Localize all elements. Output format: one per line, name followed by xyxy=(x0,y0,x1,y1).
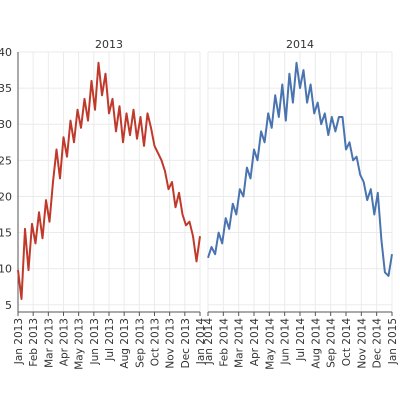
x-tick-label: Feb 2013 xyxy=(28,318,40,367)
x-tick-label: Aug 2013 xyxy=(119,318,131,369)
y-tick-label: 5 xyxy=(5,299,12,312)
panel-title: 2013 xyxy=(95,38,123,51)
y-tick-label: 35 xyxy=(0,82,12,95)
panel-title: 2014 xyxy=(286,38,314,51)
y-tick-label: 30 xyxy=(0,118,12,131)
y-tick-label: 15 xyxy=(0,227,12,240)
series-line xyxy=(207,61,393,277)
x-tick-label: Sep 2013 xyxy=(134,318,146,368)
x-tick-label: May 2014 xyxy=(264,318,276,370)
x-tick-label: Jul 2014 xyxy=(295,318,307,362)
x-tick-label: Mar 2014 xyxy=(234,318,246,368)
x-tick-label: Oct 2013 xyxy=(150,318,162,366)
x-tick-label: Mar 2013 xyxy=(43,318,55,368)
x-tick-label: Jan 2014 xyxy=(195,318,207,366)
x-tick-label: Jun 2014 xyxy=(280,318,292,366)
x-tick-label: Jan 2013 xyxy=(13,318,25,365)
y-axis: 5 10 15 20 25 30 35 40 xyxy=(0,46,19,312)
x-tick-label: Dec 2013 xyxy=(180,318,192,368)
x-tick-label: Nov 2014 xyxy=(356,318,368,369)
x-axis: Jan 2014 Feb 2014 Mar 2014 Apr 2014 May 2014… xyxy=(203,311,399,370)
x-tick-label: Nov 2013 xyxy=(165,318,177,369)
y-tick-label: 10 xyxy=(0,263,12,276)
x-tick-label: Aug 2014 xyxy=(310,318,322,369)
x-tick-label: Jun 2013 xyxy=(89,318,101,365)
y-tick-label: 25 xyxy=(0,154,12,167)
x-tick-label: Feb 2014 xyxy=(218,318,230,367)
x-tick-label: Apr 2013 xyxy=(59,318,71,366)
y-tick-label: 20 xyxy=(0,190,12,203)
x-tick-label: Jul 2013 xyxy=(104,318,116,362)
y-tick-label: 40 xyxy=(0,46,12,59)
series-line xyxy=(17,61,201,300)
x-tick-label: Apr 2014 xyxy=(249,318,261,367)
panel-2014: 2014 Jan 2014 Feb 2014 Mar 2014 Apr 2014 May… xyxy=(203,38,399,370)
x-tick-label: Jan 2015 xyxy=(387,318,399,365)
x-tick-label: Jan 2014 xyxy=(203,318,215,366)
x-axis: Jan 2013 Feb 2013 Mar 2013 Apr 2013 May 2013… xyxy=(13,311,207,370)
panel-2013: 2013 Jan 2013 Feb 2013 Mar 2013 Apr 2013 May… xyxy=(13,38,207,370)
x-tick-label: May 2013 xyxy=(74,318,86,370)
x-tick-label: Sep 2014 xyxy=(326,318,338,368)
grid xyxy=(17,51,393,312)
x-tick-label: Oct 2014 xyxy=(341,318,353,367)
x-tick-label: Dec 2014 xyxy=(372,318,384,369)
